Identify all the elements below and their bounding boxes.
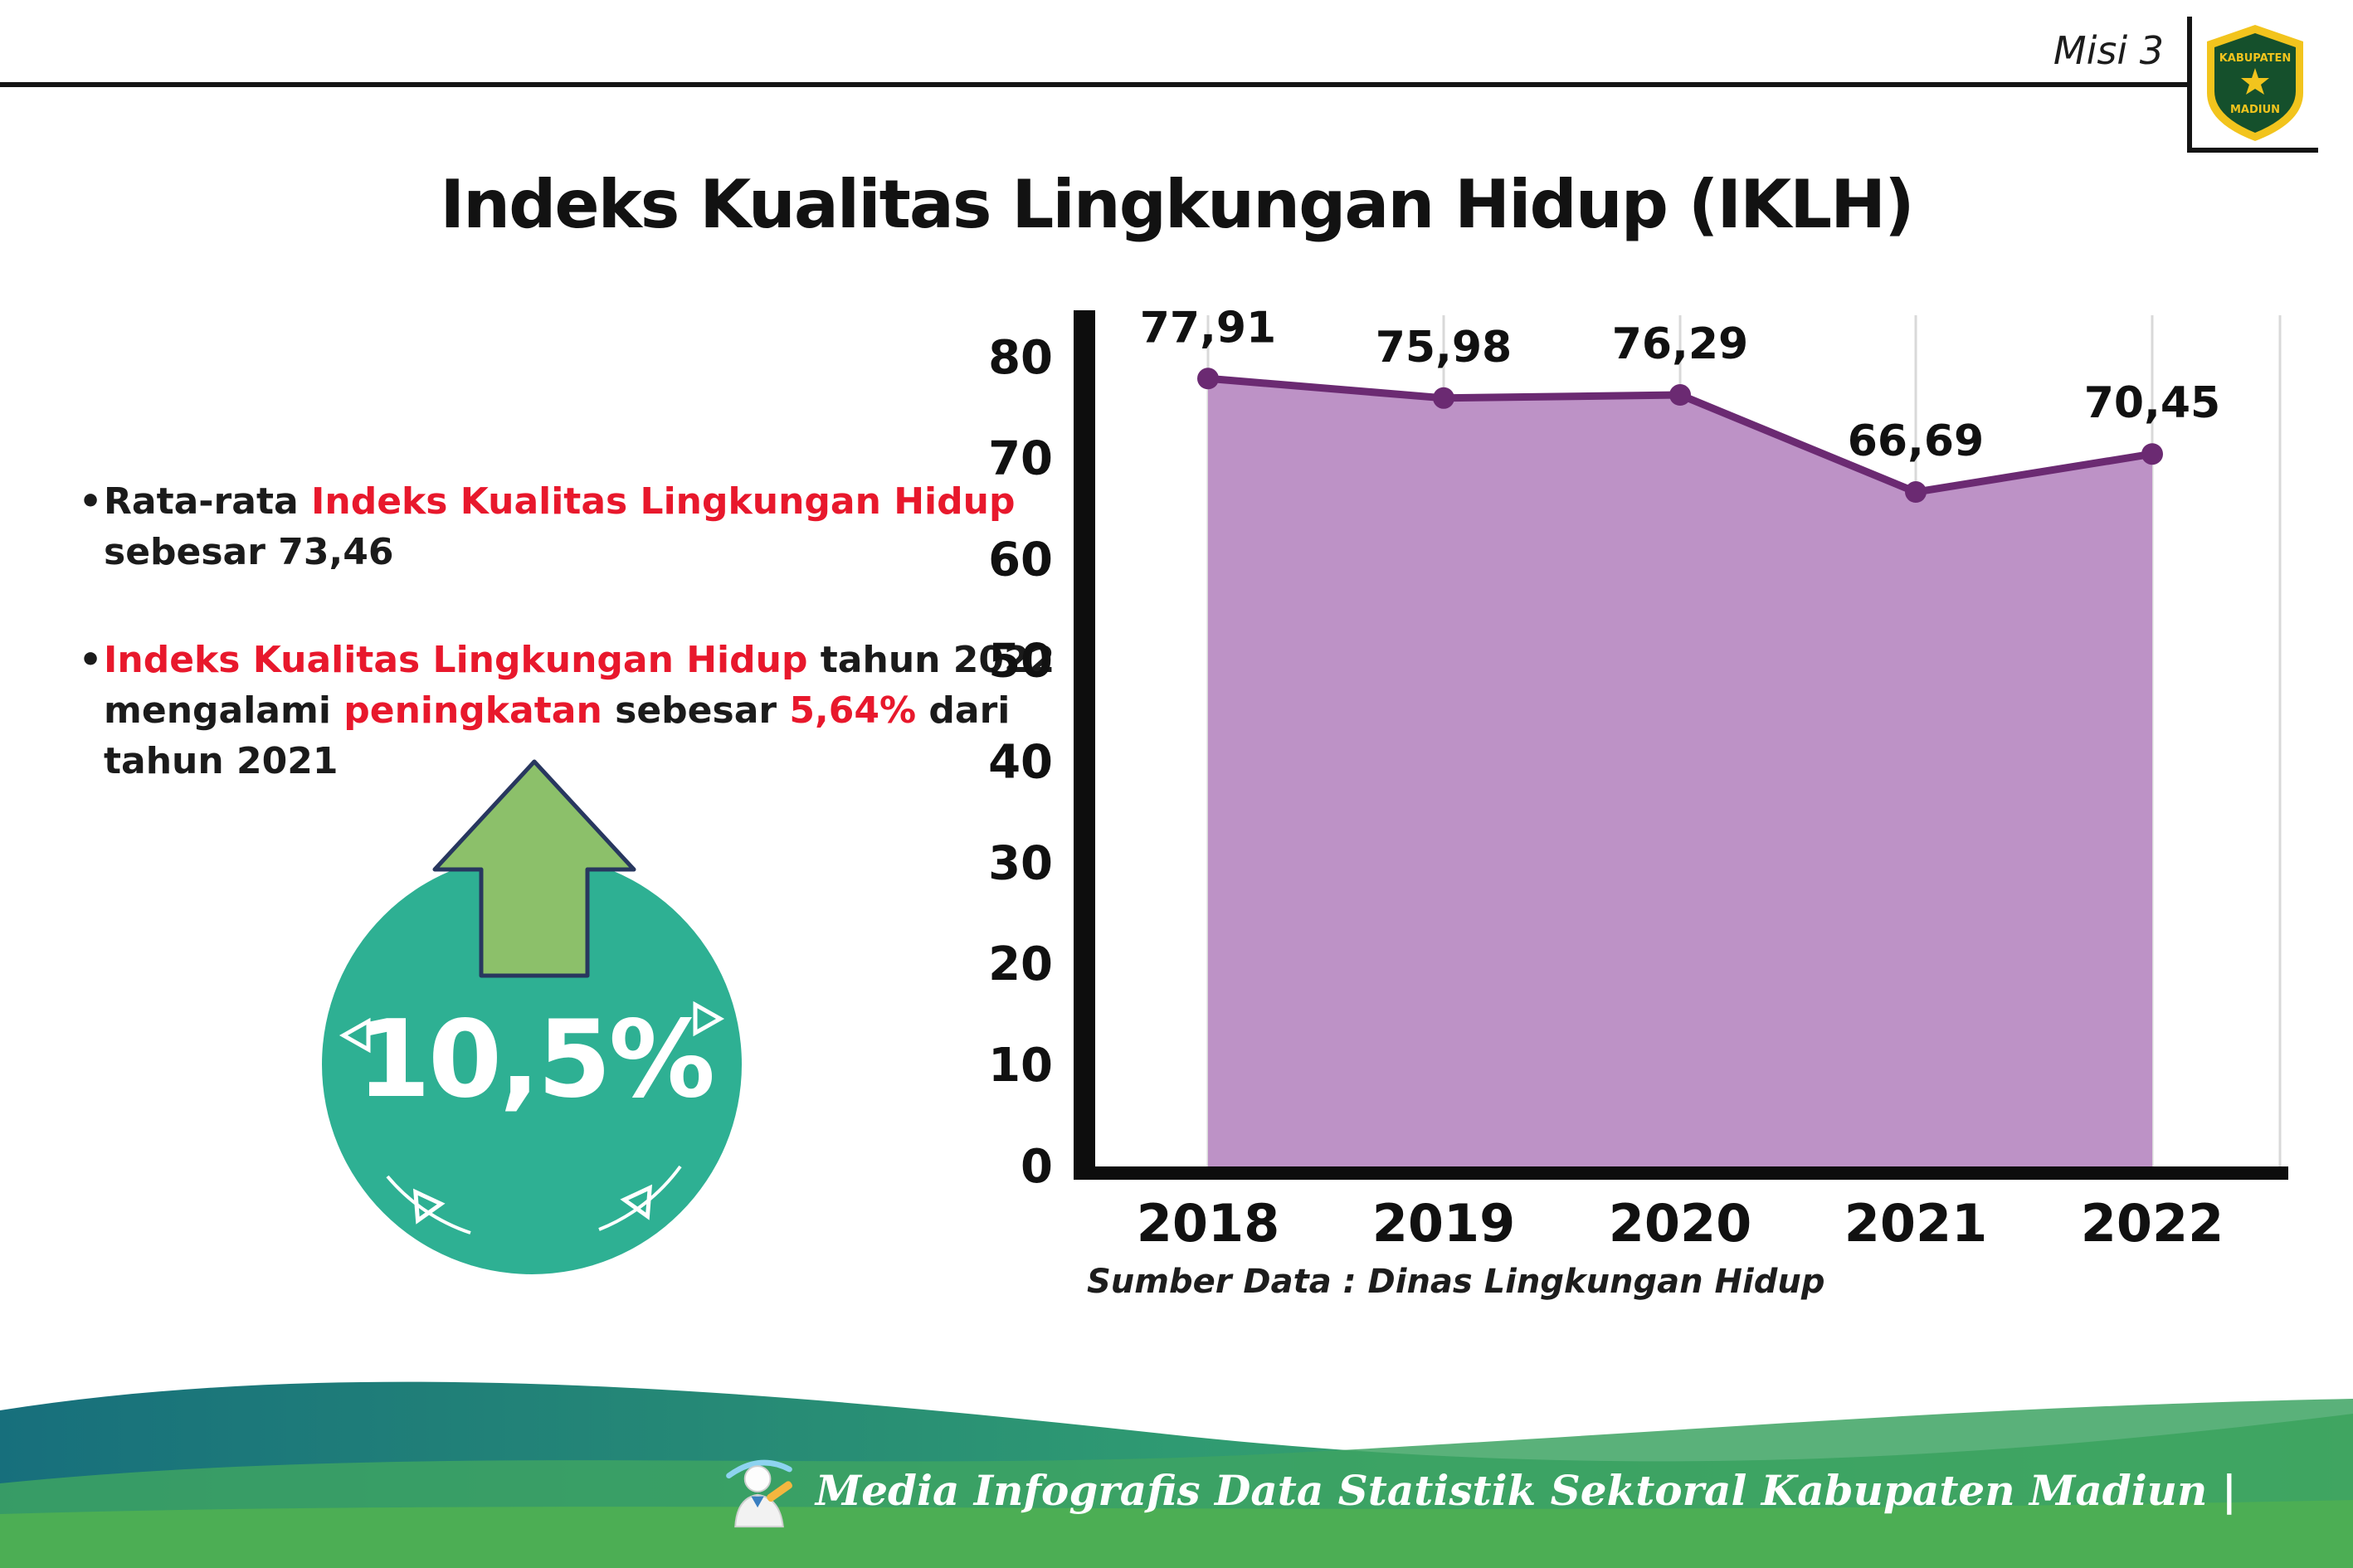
y-tick-label: 10 [988,1039,1053,1093]
triangle-decoration [339,1017,371,1054]
bullet-marker: • [79,639,103,682]
data-point [1669,384,1691,407]
area-fill [1208,378,2152,1166]
logo-frame: KABUPATEN MADIUN [2187,17,2318,153]
misi-label: Misi 3 [2053,28,2164,73]
mascot-swoosh [726,1459,792,1479]
mascot-collar [751,1496,764,1508]
footer-content: Media Infografis Data Statistik Sektoral… [719,1450,2237,1530]
bullet-text-highlight: Indeks Kualitas Lingkungan Hidup [104,639,808,682]
bullet-item-average: • Rata-rata Indeks Kualitas Lingkungan Hi… [79,477,1074,577]
footer-wave-bottom [0,1500,2353,1568]
bullet-text-segment: sebesar [602,689,790,733]
header-divider [0,82,2192,87]
mascot-body [734,1493,784,1528]
bullet-text-highlight: peningkatan [343,689,602,733]
data-point [1433,387,1454,409]
y-tick-label: 20 [988,937,1053,991]
trend-line [1204,374,2156,496]
data-point [1905,481,1927,504]
bullet-text-segment: dari tahun 2021 [104,689,1011,782]
badge-circle [322,855,742,1274]
value-label: 70,45 [2084,378,2220,428]
up-arrow-icon [432,759,636,978]
x-tick-label: 2020 [1609,1193,1752,1254]
y-tick-label: 80 [988,331,1053,385]
logo-text-bottom: MADIUN [2230,104,2280,116]
logo-text-top: KABUPATEN [2219,52,2292,65]
bullet-text-highlight: Indeks Kualitas Lingkungan Hidup [311,480,1016,523]
mascot-pencil [767,1481,792,1502]
data-point [1197,368,1219,390]
kabupaten-madiun-logo: KABUPATEN MADIUN [2207,25,2303,141]
mascot-icon [726,1459,792,1528]
value-label: 75,98 [1376,323,1512,373]
footer-wave: Media Infografis Data Statistik Sektoral… [0,1344,2353,1568]
value-label: 77,91 [1140,303,1276,353]
y-axis [1074,310,1095,1180]
badge-value: 10,5% [356,998,715,1122]
chart-source-label: Sumber Data : Dinas Lingkungan Hidup [1087,1263,1825,1301]
footer-wave-graphic [0,1381,2353,1568]
bullet-text-segment: sebesar 73,46 [104,530,394,573]
x-axis [1074,1166,2288,1180]
bullet-list: • Rata-rata Indeks Kualitas Lingkungan Hi… [79,477,1074,845]
bullet-text-segment: tahun 2022 mengalami [104,639,1055,733]
y-tick-label: 0 [1021,1140,1053,1194]
triangle-decoration [693,1001,725,1037]
value-label: 76,29 [1612,319,1748,369]
logo-star-icon [2241,68,2269,95]
x-tick-label: 2022 [2081,1193,2224,1254]
arc-decoration [598,1165,682,1231]
bullet-marker: • [79,480,103,523]
page-title: Indeks Kualitas Lingkungan Hidup (IKLH) [440,165,1914,243]
bullet-item-increase: • Indeks Kualitas Lingkungan Hidup tahun … [79,635,1074,786]
x-tick-label: 2021 [1844,1193,1988,1254]
arc-decoration [386,1175,471,1234]
data-point [2141,443,2163,465]
bullet-text-highlight: 5,64% [789,689,917,733]
mascot-head [743,1465,772,1493]
increase-badge-graphic [322,759,742,1274]
value-label: 66,69 [1848,416,1984,466]
bullet-text-segment: Rata-rata [104,480,311,523]
x-tick-label: 2018 [1137,1193,1280,1254]
footer-caption: Media Infografis Data Statistik Sektoral… [815,1465,2237,1515]
x-tick-label: 2019 [1372,1193,1516,1254]
increase-badge: 10,5% [309,745,761,1297]
